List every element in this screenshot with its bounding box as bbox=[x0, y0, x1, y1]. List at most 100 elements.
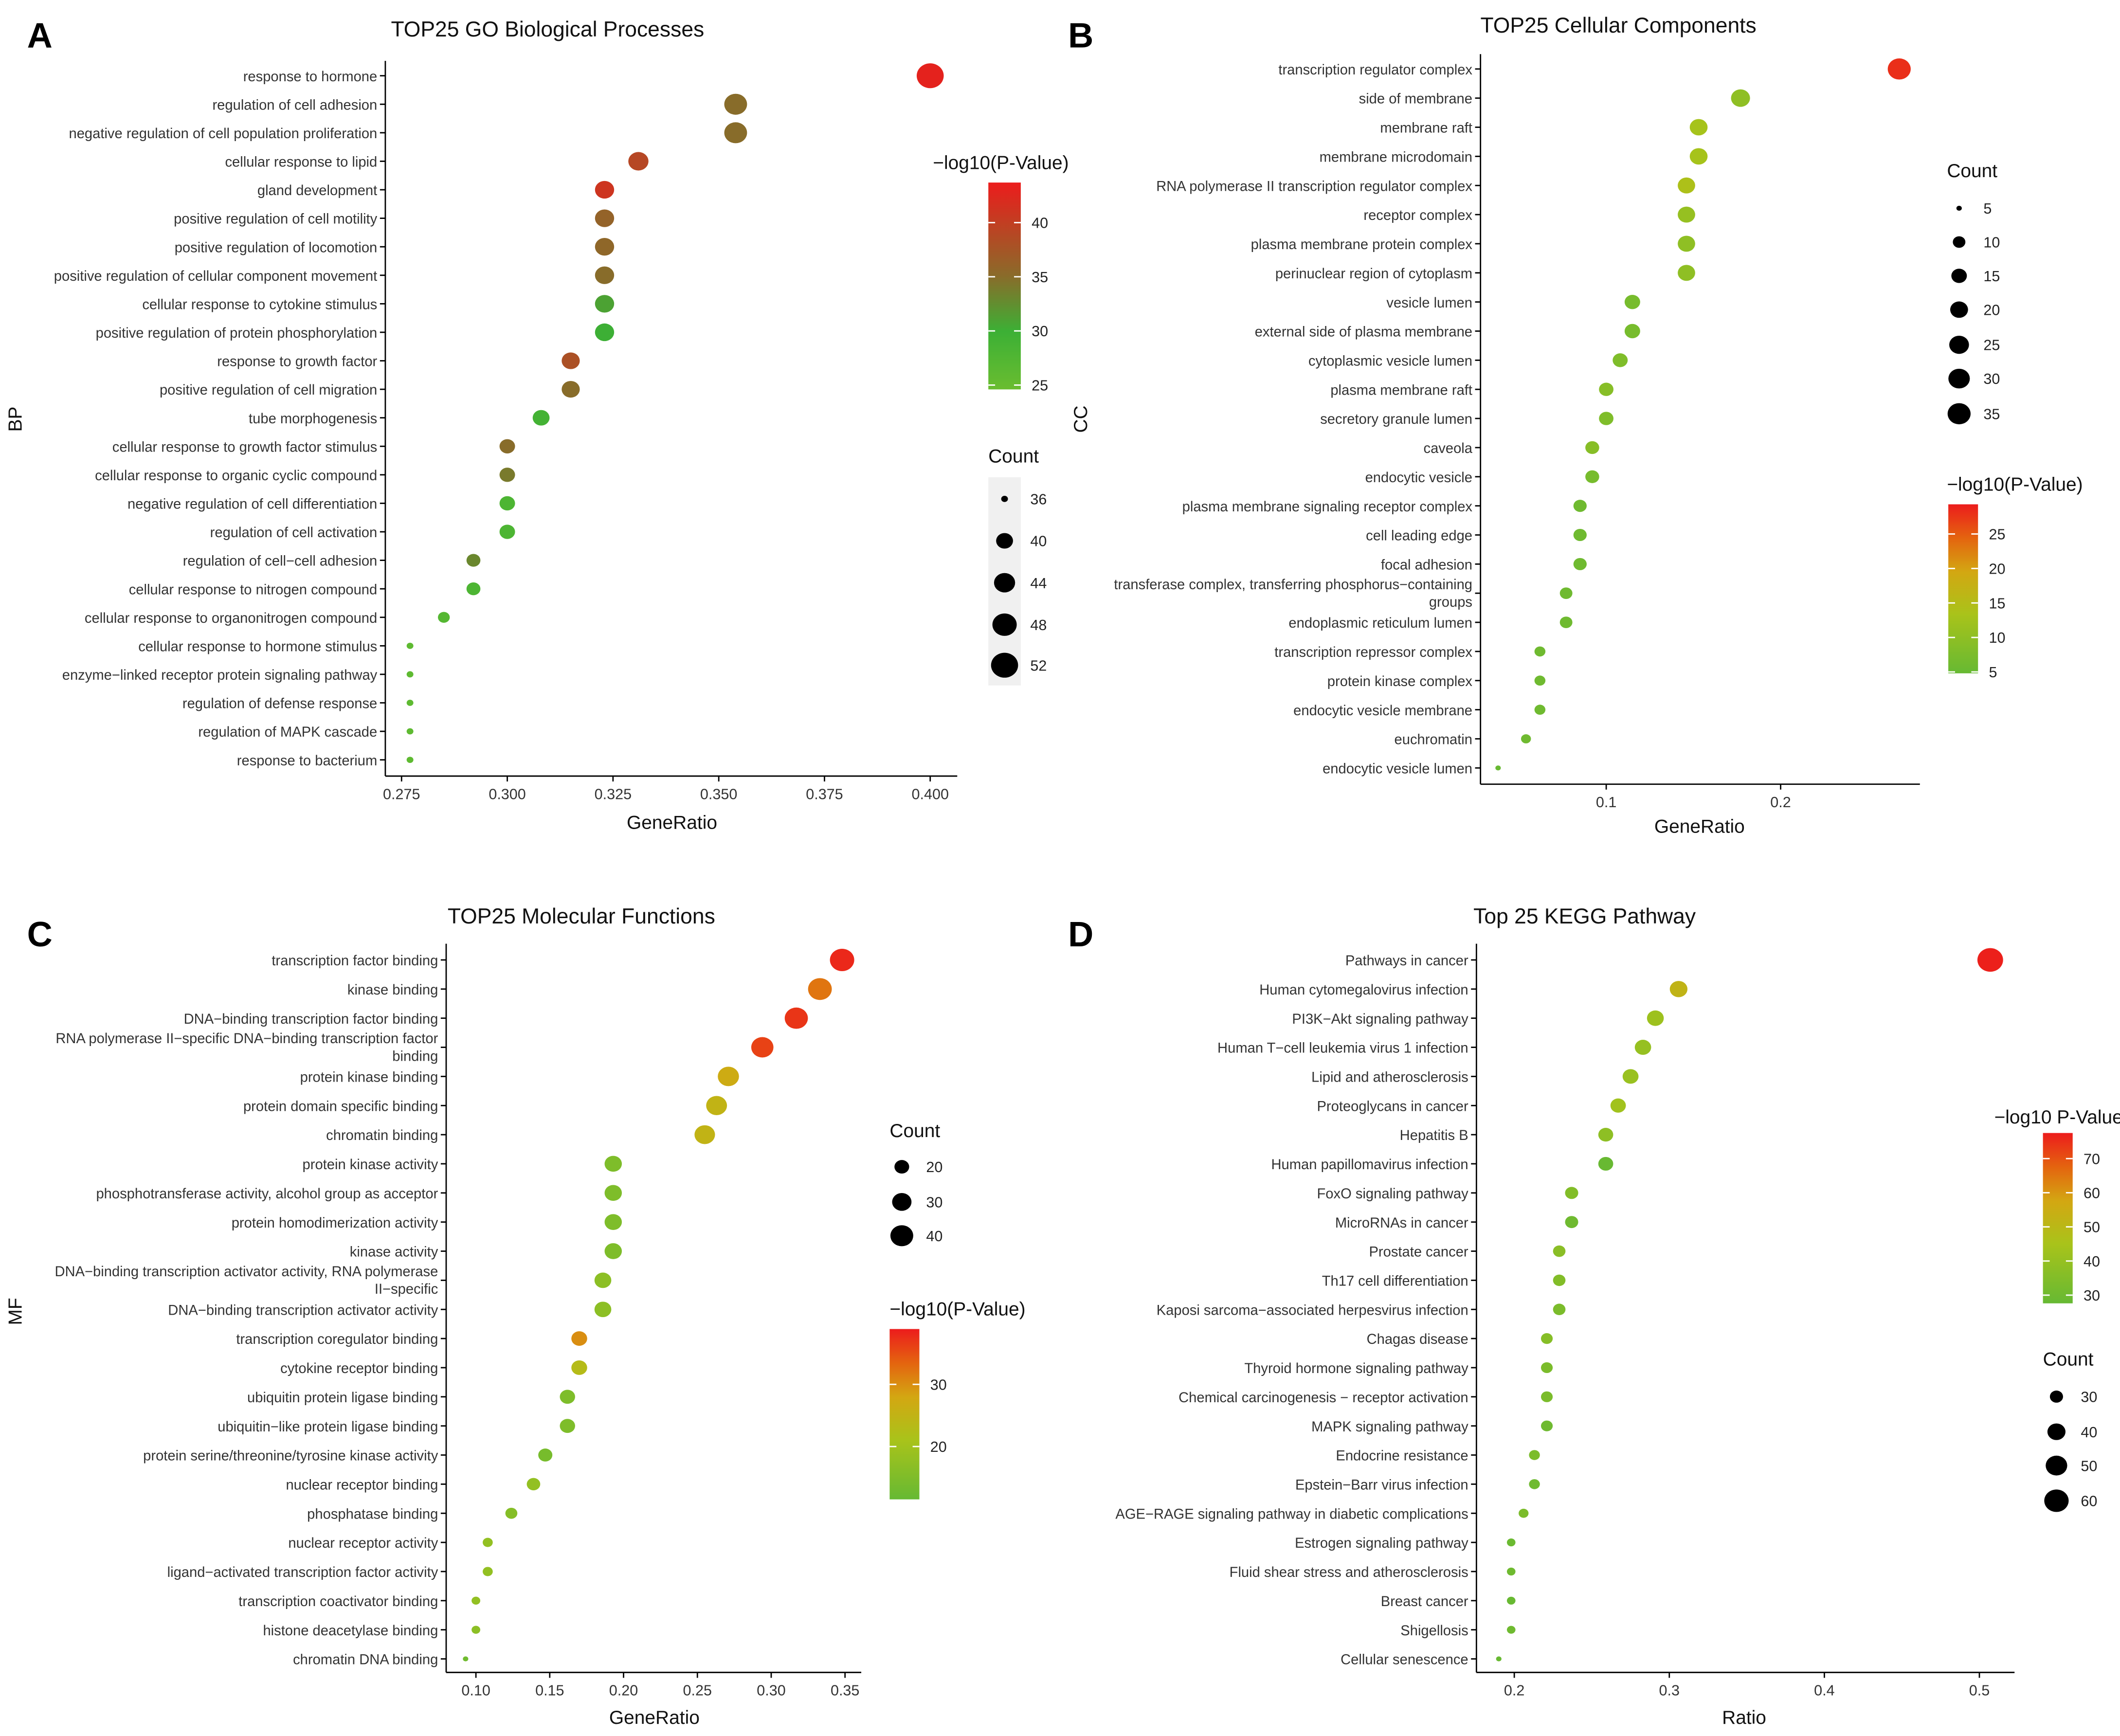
x-tick-label: 0.15 bbox=[535, 1682, 564, 1699]
term-label: protein domain specific binding bbox=[243, 1099, 438, 1114]
term-label: Estrogen signaling pathway bbox=[1295, 1536, 1468, 1551]
term-label: RNA polymerase II−specific DNA−binding t… bbox=[55, 1031, 438, 1064]
term-label: transcription repressor complex bbox=[1274, 645, 1472, 660]
term-label: cytokine receptor binding bbox=[280, 1361, 438, 1376]
term-label: cytoplasmic vesicle lumen bbox=[1308, 353, 1472, 369]
term-label: Shigellosis bbox=[1400, 1623, 1468, 1639]
data-point bbox=[1585, 441, 1599, 454]
x-tick-label: 0.2 bbox=[1504, 1682, 1524, 1699]
color-legend-label: 25 bbox=[1032, 378, 1048, 394]
term-label: negative regulation of cell population p… bbox=[69, 126, 377, 142]
color-legend-label: 20 bbox=[1989, 561, 2005, 577]
term-label: chromatin binding bbox=[326, 1128, 438, 1143]
data-point bbox=[532, 410, 550, 426]
data-point bbox=[1599, 412, 1613, 425]
data-point bbox=[1634, 1040, 1651, 1055]
color-legend-title: −log10(P-Value) bbox=[889, 1299, 1025, 1320]
term-label: Endocrine resistance bbox=[1336, 1448, 1468, 1464]
data-point bbox=[594, 1302, 612, 1318]
color-legend-bar bbox=[1948, 504, 1978, 673]
data-point bbox=[1519, 1508, 1529, 1518]
data-point bbox=[1534, 675, 1546, 686]
panel-letter: B bbox=[1068, 16, 1093, 55]
chart-title: TOP25 Molecular Functions bbox=[448, 904, 715, 928]
term-label: protein kinase complex bbox=[1327, 674, 1473, 689]
term-label: positive regulation of cell migration bbox=[160, 382, 377, 398]
size-legend-label: 36 bbox=[1030, 491, 1047, 508]
term-label: regulation of defense response bbox=[182, 696, 377, 712]
data-point bbox=[406, 757, 414, 763]
x-tick-label: 0.3 bbox=[1659, 1682, 1680, 1699]
term-label: Human cytomegalovirus infection bbox=[1259, 982, 1468, 998]
data-point bbox=[1529, 1450, 1540, 1460]
term-label: kinase activity bbox=[350, 1245, 438, 1260]
term-label: regulation of cell activation bbox=[210, 525, 378, 541]
data-point bbox=[1622, 1069, 1639, 1084]
term-label: Pathways in cancer bbox=[1345, 953, 1468, 969]
data-point bbox=[1647, 1010, 1664, 1026]
term-label: plasma membrane signaling receptor compl… bbox=[1182, 499, 1473, 515]
size-legend-dot bbox=[1001, 496, 1008, 502]
color-legend-label: 30 bbox=[930, 1376, 947, 1393]
data-point bbox=[1585, 470, 1599, 483]
data-point bbox=[1731, 89, 1750, 107]
y-axis-label: CC bbox=[1070, 405, 1091, 433]
data-point bbox=[538, 1448, 553, 1462]
size-legend-label: 30 bbox=[1983, 371, 2000, 387]
chart-title: TOP25 GO Biological Processes bbox=[391, 18, 704, 41]
term-label: negative regulation of cell differentiat… bbox=[127, 497, 377, 512]
x-tick-label: 0.20 bbox=[609, 1682, 638, 1699]
term-label: receptor complex bbox=[1363, 208, 1472, 223]
term-label: cellular response to organic cyclic comp… bbox=[95, 468, 377, 484]
color-legend-label: 20 bbox=[930, 1439, 947, 1455]
term-label: plasma membrane raft bbox=[1330, 382, 1472, 398]
data-point bbox=[1599, 382, 1613, 396]
term-label: Fluid shear stress and atherosclerosis bbox=[1230, 1565, 1468, 1580]
panel-letter: A bbox=[27, 16, 53, 55]
term-label: Human papillomavirus infection bbox=[1271, 1157, 1468, 1173]
color-legend-bar bbox=[889, 1329, 920, 1500]
data-point bbox=[706, 1096, 727, 1115]
data-point bbox=[499, 496, 515, 511]
term-label: Chagas disease bbox=[1367, 1332, 1468, 1347]
data-point bbox=[694, 1125, 715, 1144]
term-label: AGE−RAGE signaling pathway in diabetic c… bbox=[1115, 1506, 1468, 1522]
term-label: side of membrane bbox=[1359, 91, 1472, 107]
term-label: membrane microdomain bbox=[1320, 149, 1472, 165]
term-label: protein homodimerization activity bbox=[232, 1215, 438, 1231]
term-label: endocytic vesicle bbox=[1365, 470, 1472, 486]
color-legend-label: 10 bbox=[1989, 630, 2005, 646]
term-label: MAPK signaling pathway bbox=[1311, 1419, 1468, 1435]
data-point bbox=[571, 1360, 587, 1375]
data-point bbox=[526, 1478, 541, 1491]
term-label: regulation of MAPK cascade bbox=[198, 724, 377, 740]
x-tick-label: 0.4 bbox=[1814, 1682, 1834, 1699]
size-legend-label: 30 bbox=[2081, 1389, 2097, 1406]
panel-c: C TOP25 Molecular Functions MF GeneRatio 0.1… bbox=[5, 904, 1025, 1728]
color-legend-title: −log10(P-Value) bbox=[933, 152, 1069, 173]
data-point bbox=[560, 1419, 575, 1433]
term-label: Epstein−Barr virus infection bbox=[1295, 1478, 1468, 1493]
color-legend-label: 30 bbox=[2084, 1287, 2100, 1304]
x-tick-label: 0.1 bbox=[1596, 794, 1616, 811]
y-axis-label: BP bbox=[5, 407, 26, 432]
data-point bbox=[406, 728, 414, 735]
data-point bbox=[1553, 1303, 1566, 1316]
color-legend-title: −log10(P-Value) bbox=[1947, 474, 2083, 495]
term-label: cellular response to cytokine stimulus bbox=[142, 297, 377, 312]
term-label: kinase binding bbox=[347, 982, 438, 998]
term-label: PI3K−Akt signaling pathway bbox=[1292, 1012, 1468, 1027]
size-legend-label: 48 bbox=[1030, 617, 1047, 633]
data-point bbox=[562, 352, 580, 369]
x-tick-label: 0.325 bbox=[595, 786, 632, 802]
x-axis-label: GeneRatio bbox=[609, 1707, 700, 1728]
term-label: response to growth factor bbox=[217, 354, 377, 370]
size-legend-title: Count bbox=[889, 1121, 940, 1141]
data-point bbox=[471, 1626, 481, 1634]
data-point bbox=[406, 700, 414, 706]
data-point bbox=[916, 63, 944, 89]
data-point bbox=[1598, 1157, 1613, 1171]
data-point bbox=[1496, 1656, 1502, 1662]
data-point bbox=[1540, 1362, 1553, 1374]
data-point bbox=[628, 152, 649, 171]
